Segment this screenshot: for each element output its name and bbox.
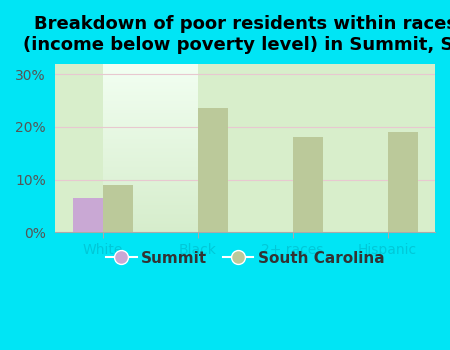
Title: Breakdown of poor residents within races
(income below poverty level) in Summit,: Breakdown of poor residents within races… [23, 15, 450, 54]
Bar [198, 108, 228, 232]
Bar [387, 132, 418, 232]
Legend: Summit, South Carolina: Summit, South Carolina [100, 245, 391, 272]
Bar [292, 138, 323, 232]
Bar [103, 185, 133, 232]
Bar [72, 198, 103, 232]
